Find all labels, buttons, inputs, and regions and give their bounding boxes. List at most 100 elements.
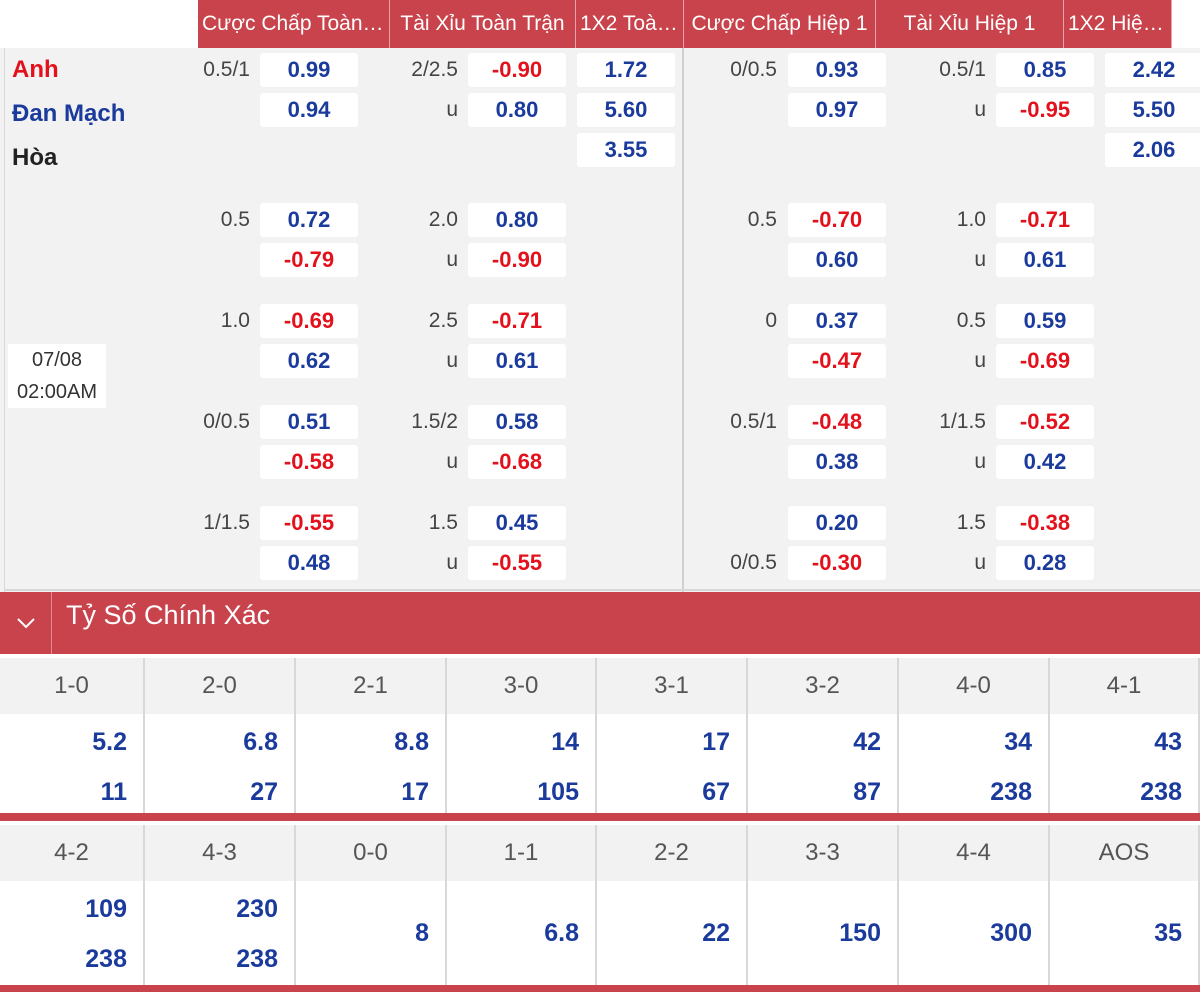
score-cell[interactable]: 4-1 43 238: [1050, 658, 1200, 813]
h1-over-odd[interactable]: -0.38: [996, 506, 1094, 540]
chevron-down-icon[interactable]: [0, 592, 52, 654]
score-odd[interactable]: 5.2: [92, 728, 127, 756]
ft-over-odd[interactable]: 0.80: [468, 203, 566, 237]
h1-under-odd[interactable]: 0.28: [996, 546, 1094, 580]
ft-1x2-odd[interactable]: 1.72: [577, 53, 675, 87]
ft-under-odd[interactable]: -0.90: [468, 243, 566, 277]
h1-handicap-home-odd[interactable]: 0.20: [788, 506, 886, 540]
h1-over-odd[interactable]: 0.59: [996, 304, 1094, 338]
h1-handicap-away-odd[interactable]: 0.38: [788, 445, 886, 479]
h1-1x2-odd[interactable]: 2.42: [1105, 53, 1200, 87]
column-header-4[interactable]: Tài Xỉu Hiệp 1: [876, 0, 1064, 48]
score-odd[interactable]: 87: [853, 778, 881, 806]
score-cell[interactable]: 1-1 6.8: [447, 825, 597, 985]
ft-handicap-away-odd[interactable]: 0.62: [260, 344, 358, 378]
ft-over-odd[interactable]: 0.58: [468, 405, 566, 439]
score-cell[interactable]: 3-3 150: [748, 825, 899, 985]
h1-under-odd[interactable]: -0.69: [996, 344, 1094, 378]
score-odd[interactable]: 6.8: [544, 919, 579, 947]
ft-handicap-home-odd[interactable]: -0.55: [260, 506, 358, 540]
h1-1x2-odd[interactable]: 2.06: [1105, 133, 1200, 167]
score-odd[interactable]: 67: [702, 778, 730, 806]
h1-handicap-away-odd[interactable]: -0.47: [788, 344, 886, 378]
ft-under-odd[interactable]: -0.68: [468, 445, 566, 479]
score-cell[interactable]: 3-1 17 67: [597, 658, 748, 813]
h1-handicap-away-odd[interactable]: 0.97: [788, 93, 886, 127]
score-odd[interactable]: 8.8: [394, 728, 429, 756]
ft-over-odd[interactable]: -0.90: [468, 53, 566, 87]
h1-over-odd[interactable]: 0.85: [996, 53, 1094, 87]
score-cell[interactable]: 4-4 300: [899, 825, 1050, 985]
ft-handicap-home-odd[interactable]: 0.72: [260, 203, 358, 237]
ft-handicap-away-odd[interactable]: 0.48: [260, 546, 358, 580]
column-header-5[interactable]: 1X2 Hiệp 1: [1064, 0, 1172, 48]
ft-over-odd[interactable]: 0.45: [468, 506, 566, 540]
correct-score-header[interactable]: Tỷ Số Chính Xác: [0, 592, 1200, 654]
column-header-1[interactable]: Tài Xỉu Toàn Trận: [390, 0, 576, 48]
score-odd[interactable]: 43: [1154, 728, 1182, 756]
ft-under-odd[interactable]: 0.61: [468, 344, 566, 378]
score-odd[interactable]: 6.8: [243, 728, 278, 756]
column-header-2[interactable]: 1X2 Toàn Trận: [576, 0, 684, 48]
h1-handicap-home-odd[interactable]: -0.70: [788, 203, 886, 237]
score-cell[interactable]: 3-0 14 105: [447, 658, 597, 813]
score-odd[interactable]: 34: [1004, 728, 1032, 756]
h1-over-odd[interactable]: -0.52: [996, 405, 1094, 439]
h1-handicap-home-odd[interactable]: 0.93: [788, 53, 886, 87]
score-odd[interactable]: 238: [85, 945, 127, 973]
ft-handicap-away-odd[interactable]: 0.94: [260, 93, 358, 127]
ft-handicap-home-odd[interactable]: -0.69: [260, 304, 358, 338]
panel-border-left: [4, 48, 5, 592]
score-cell[interactable]: 3-2 42 87: [748, 658, 899, 813]
score-odd[interactable]: 238: [236, 945, 278, 973]
h1-under-odd[interactable]: 0.61: [996, 243, 1094, 277]
ft-handicap-away-odd[interactable]: -0.79: [260, 243, 358, 277]
ft-1x2-odd[interactable]: 3.55: [577, 133, 675, 167]
h1-handicap-line: 0/0.5: [730, 58, 777, 81]
ft-under-odd[interactable]: 0.80: [468, 93, 566, 127]
score-odd[interactable]: 17: [401, 778, 429, 806]
score-odd[interactable]: 238: [990, 778, 1032, 806]
score-odd[interactable]: 17: [702, 728, 730, 756]
h1-handicap-home-odd[interactable]: -0.48: [788, 405, 886, 439]
score-odd[interactable]: 300: [990, 919, 1032, 947]
score-cell[interactable]: 2-1 8.8 17: [296, 658, 447, 813]
score-cell[interactable]: 0-0 8: [296, 825, 447, 985]
h1-handicap-away-odd[interactable]: 0.60: [788, 243, 886, 277]
h1-1x2-odd[interactable]: 5.50: [1105, 93, 1200, 127]
ft-handicap-away-odd[interactable]: -0.58: [260, 445, 358, 479]
score-odd[interactable]: 109: [85, 895, 127, 923]
score-cell[interactable]: 4-2 109 238: [0, 825, 145, 985]
score-cell[interactable]: 4-0 34 238: [899, 658, 1050, 813]
ft-handicap-home-odd[interactable]: 0.51: [260, 405, 358, 439]
h1-over-odd[interactable]: -0.71: [996, 203, 1094, 237]
h1-handicap-line: 0: [765, 309, 777, 332]
score-odd[interactable]: 230: [236, 895, 278, 923]
score-cell[interactable]: 2-0 6.8 27: [145, 658, 296, 813]
score-odd[interactable]: 150: [839, 919, 881, 947]
h1-handicap-home-odd[interactable]: 0.37: [788, 304, 886, 338]
score-cell[interactable]: 4-3 230 238: [145, 825, 296, 985]
score-cell[interactable]: 2-2 22: [597, 825, 748, 985]
ft-over-odd[interactable]: -0.71: [468, 304, 566, 338]
column-header-0[interactable]: Cược Chấp Toàn Trận: [198, 0, 390, 48]
score-cell[interactable]: 1-0 5.2 11: [0, 658, 145, 813]
score-odd[interactable]: 11: [100, 778, 127, 806]
h1-under-odd[interactable]: -0.95: [996, 93, 1094, 127]
score-odd[interactable]: 27: [250, 778, 278, 806]
ft-handicap-home-odd[interactable]: 0.99: [260, 53, 358, 87]
score-odd[interactable]: 8: [415, 919, 429, 947]
score-odd[interactable]: 238: [1140, 778, 1182, 806]
score-odd[interactable]: 14: [551, 728, 579, 756]
ft-under-odd[interactable]: -0.55: [468, 546, 566, 580]
score-cell[interactable]: AOS 35: [1050, 825, 1200, 985]
ft-handicap-line: 1/1.5: [203, 511, 250, 534]
column-header-3[interactable]: Cược Chấp Hiệp 1: [684, 0, 876, 48]
score-odd[interactable]: 35: [1154, 919, 1182, 947]
h1-under-odd[interactable]: 0.42: [996, 445, 1094, 479]
ft-1x2-odd[interactable]: 5.60: [577, 93, 675, 127]
score-odd[interactable]: 22: [702, 919, 730, 947]
score-odd[interactable]: 42: [853, 728, 881, 756]
score-odd[interactable]: 105: [537, 778, 579, 806]
h1-handicap-away-odd[interactable]: -0.30: [788, 546, 886, 580]
